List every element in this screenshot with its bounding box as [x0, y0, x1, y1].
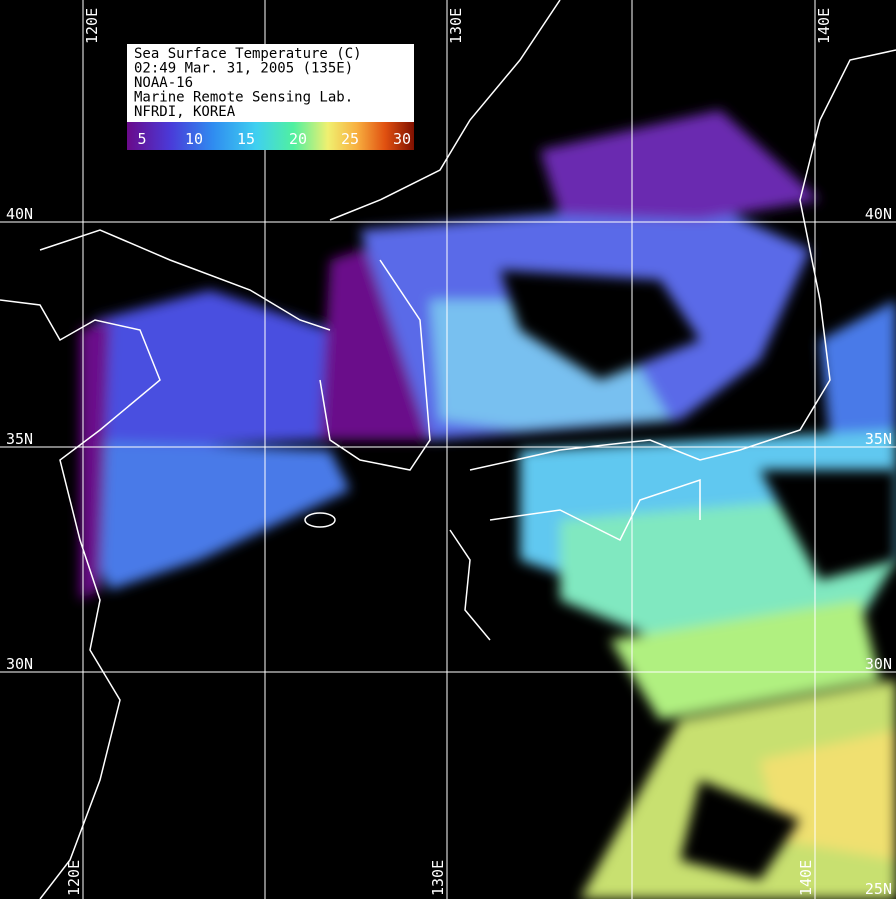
legend-line: NFRDI, KOREA [134, 104, 236, 120]
longitude-label: 120E [65, 860, 83, 896]
legend-line: Marine Remote Sensing Lab. [134, 90, 353, 106]
latitude-label: 35N [865, 430, 892, 448]
longitude-label: 130E [447, 8, 465, 44]
latitude-label: 30N [865, 655, 892, 673]
longitude-label: 140E [815, 8, 833, 44]
sst-field [80, 110, 896, 899]
legend-line: Sea Surface Temperature (C) [134, 46, 362, 62]
cloud-mask [500, 270, 896, 880]
scale-label: 25 [341, 130, 359, 148]
longitude-label: 140E [797, 860, 815, 896]
scale-label: 30 [393, 130, 411, 148]
color-scale [127, 122, 414, 150]
grid-labels: 120E 130E 140E 120E 130E 140E 40N 35N 30N 40N 35N 3… [6, 8, 892, 898]
longitude-label: 130E [429, 860, 447, 896]
latitude-label: 40N [865, 205, 892, 223]
legend: Sea Surface Temperature (C)02:49 Mar. 31… [134, 46, 411, 148]
scale-label: 5 [137, 130, 146, 148]
scale-label: 10 [185, 130, 203, 148]
legend-line: NOAA-16 [134, 75, 193, 91]
latitude-label: 25N [865, 880, 892, 898]
scale-label: 20 [289, 130, 307, 148]
scale-label: 15 [237, 130, 255, 148]
latitude-label: 40N [6, 205, 33, 223]
latitude-label: 30N [6, 655, 33, 673]
longitude-label: 120E [83, 8, 101, 44]
legend-box [127, 44, 414, 122]
legend-line: 02:49 Mar. 31, 2005 (135E) [134, 61, 353, 77]
latitude-label: 35N [6, 430, 33, 448]
